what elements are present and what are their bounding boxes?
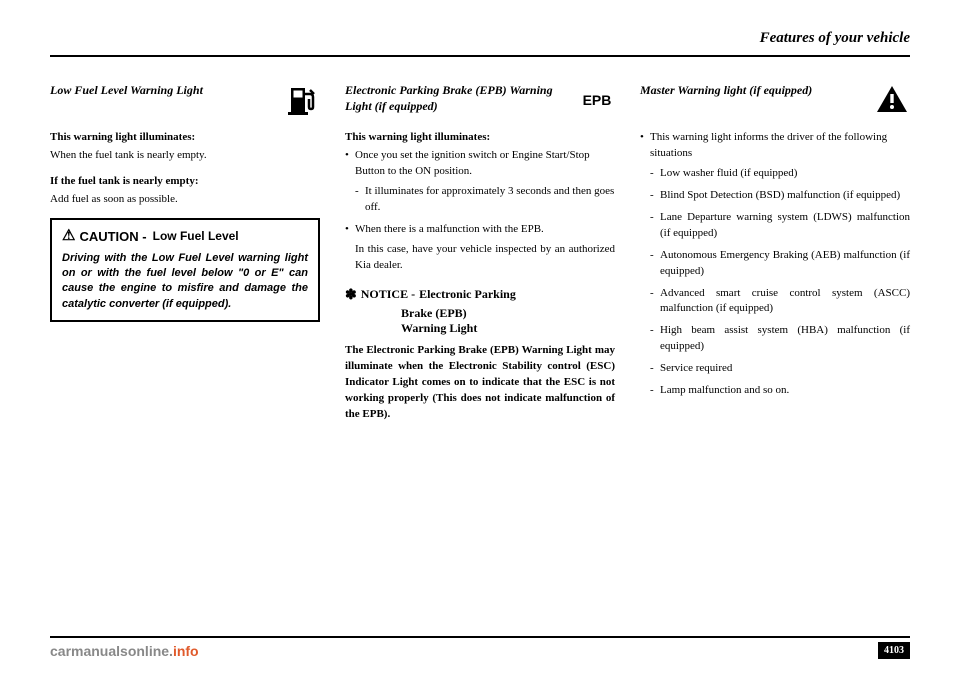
- master-d8: Lamp malfunction and so on.: [650, 383, 910, 399]
- master-d1: Low washer fluid (if equipped): [650, 166, 910, 182]
- epb-bullet-1: Once you set the ignition switch or Engi…: [345, 148, 615, 216]
- caution-body: Driving with the Low Fuel Level warning …: [62, 251, 308, 313]
- header-title: Features of your vehicle: [760, 30, 910, 46]
- fuel-para-1: This warning light illuminates: When the…: [50, 130, 320, 164]
- master-d4: Autonomous Emergency Braking (AEB) malfu…: [650, 248, 910, 280]
- section-title-master: Master Warning light (if equipped): [640, 82, 866, 98]
- caution-box: ⚠ CAUTION - Low Fuel Level Driving with …: [50, 218, 320, 322]
- caution-heading: ⚠ CAUTION - Low Fuel Level: [62, 228, 308, 247]
- column-1: Low Fuel Level Warning Light This warnin…: [50, 82, 320, 423]
- page-footer: carmanualsonline.info 4103: [50, 636, 910, 659]
- watermark-pre: carmanualsonline.: [50, 643, 173, 659]
- epb-icon: EPB: [579, 82, 615, 118]
- page-number: 4103: [878, 642, 910, 659]
- fuel-p2-lead: If the fuel tank is nearly empty:: [50, 174, 320, 190]
- column-3: Master Warning light (if equipped) This …: [640, 82, 910, 423]
- master-d6: High beam assist system (HBA) malfunctio…: [650, 323, 910, 355]
- epb-b2-text: When there is a malfunction with the EPB…: [355, 222, 615, 238]
- fuel-p1-lead: This warning light illuminates:: [50, 130, 320, 146]
- notice-sub-line2: Brake (EPB)Warning Light: [401, 306, 615, 337]
- section-title-fuel: Low Fuel Level Warning Light: [50, 82, 276, 98]
- master-d3: Lane Departure warning system (LDWS) mal…: [650, 210, 910, 242]
- notice-snowflake-icon: ✽: [345, 286, 357, 306]
- notice-heading: ✽ NOTICE - Electronic Parking: [345, 286, 615, 306]
- master-d2: Blind Spot Detection (BSD) malfunction (…: [650, 188, 910, 204]
- notice-body: The Electronic Parking Brake (EPB) Warni…: [345, 343, 615, 423]
- epb-bullet-list: Once you set the ignition switch or Engi…: [345, 148, 615, 274]
- section-head-fuel: Low Fuel Level Warning Light: [50, 82, 320, 118]
- notice-sub-inline: Electronic Parking: [419, 286, 516, 303]
- column-2: Electronic Parking Brake (EPB) Warning L…: [345, 82, 615, 423]
- master-b1-text: This warning light informs the driver of…: [650, 131, 887, 159]
- caution-sub: Low Fuel Level: [153, 228, 239, 245]
- main-content: Low Fuel Level Warning Light This warnin…: [50, 82, 910, 423]
- section-head-epb: Electronic Parking Brake (EPB) Warning L…: [345, 82, 615, 118]
- master-d5: Advanced smart cruise control system (AS…: [650, 286, 910, 318]
- watermark-suf: info: [173, 643, 199, 659]
- warning-triangle-icon: ⚠: [62, 228, 75, 243]
- epb-b1-sub: It illuminates for approximately 3 secon…: [355, 184, 615, 216]
- epb-bullet-2: When there is a malfunction with the EPB…: [345, 222, 615, 274]
- watermark: carmanualsonline.info: [50, 643, 199, 659]
- master-dash-list: Low washer fluid (if equipped) Blind Spo…: [650, 166, 910, 399]
- epb-label: EPB: [583, 92, 612, 108]
- caution-label: CAUTION -: [79, 228, 146, 247]
- epb-b2-body: In this case, have your vehicle inspecte…: [355, 242, 615, 274]
- master-d7: Service required: [650, 361, 910, 377]
- epb-b1-text: Once you set the ignition switch or Engi…: [355, 149, 590, 177]
- master-bullet-list: This warning light informs the driver of…: [640, 130, 910, 399]
- epb-b1-sublist: It illuminates for approximately 3 secon…: [355, 184, 615, 216]
- page-header: Features of your vehicle: [50, 30, 910, 57]
- fuel-pump-icon: [284, 82, 320, 118]
- master-warning-icon: [874, 82, 910, 118]
- notice-label: NOTICE -: [361, 286, 415, 303]
- epb-lead: This warning light illuminates:: [345, 130, 615, 146]
- fuel-p1-body: When the fuel tank is nearly empty.: [50, 148, 320, 164]
- section-head-master: Master Warning light (if equipped): [640, 82, 910, 118]
- fuel-p2-body: Add fuel as soon as possible.: [50, 192, 320, 208]
- fuel-para-2: If the fuel tank is nearly empty: Add fu…: [50, 174, 320, 208]
- master-bullet-1: This warning light informs the driver of…: [640, 130, 910, 399]
- section-title-epb: Electronic Parking Brake (EPB) Warning L…: [345, 82, 571, 114]
